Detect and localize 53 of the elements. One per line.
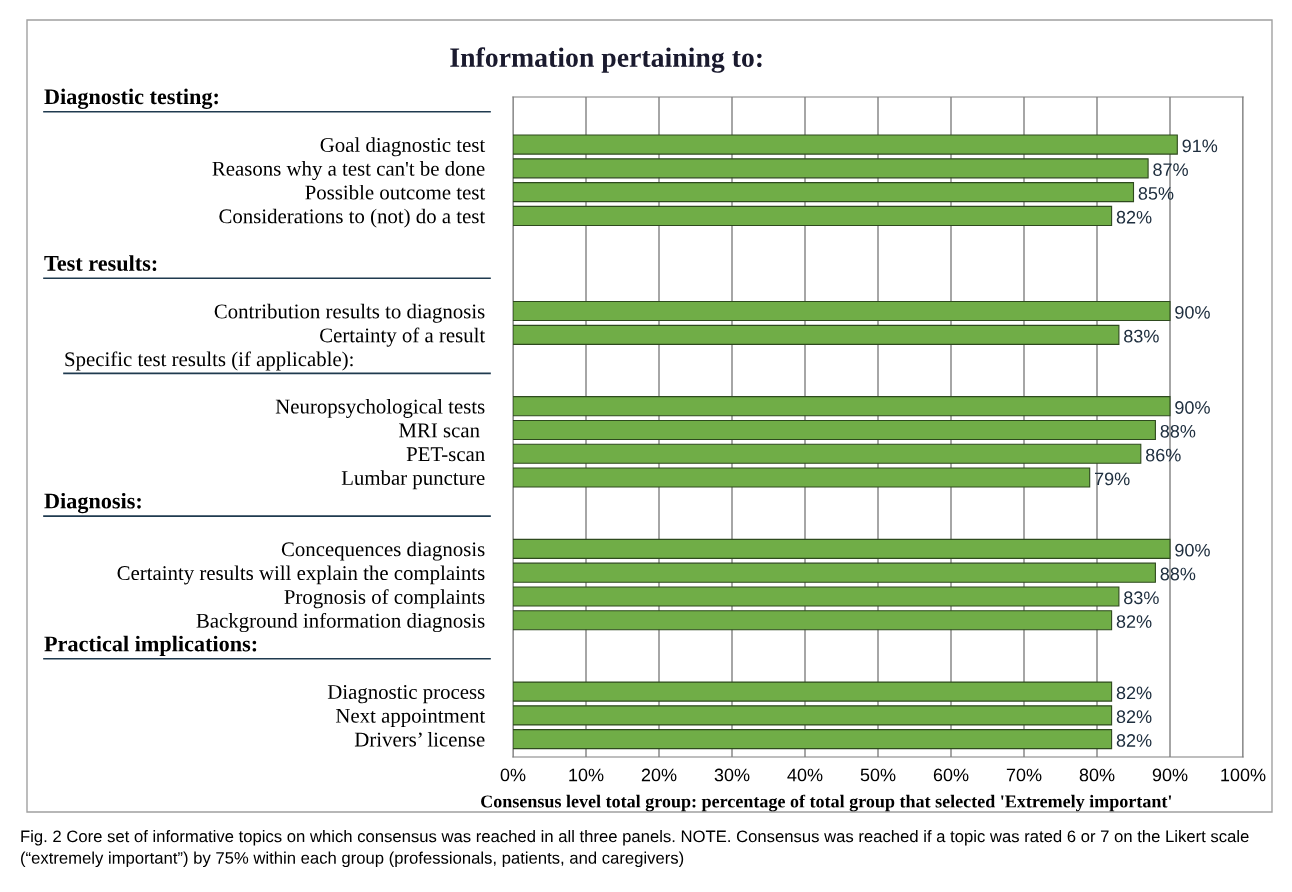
x-tick-label: 80%	[1079, 768, 1115, 782]
data-label: 88%	[1160, 424, 1196, 438]
chart-title: Information pertaining to:	[450, 47, 762, 73]
data-label: 90%	[1175, 305, 1210, 319]
y-tick-label: Lumbar puncture	[341, 470, 485, 490]
text: Specific test results (if applicable):	[65, 351, 353, 371]
data-label: 85%	[1138, 187, 1174, 200]
x-tick-label: 0%	[500, 768, 526, 782]
y-tick-label: Drivers’ license	[354, 731, 485, 747]
y-tick-label: Considerations to (not) do a test	[219, 208, 486, 228]
x-tick-label: 50%	[860, 768, 896, 782]
data-label: 83%	[1124, 329, 1159, 343]
x-tick-label: 70%	[1006, 768, 1042, 782]
y-tick-label: MRI scan	[399, 423, 480, 438]
y-tick-label: Concequences diagnosis	[281, 541, 485, 561]
data-label: 86%	[1145, 448, 1181, 462]
x-tick-label: 60%	[933, 768, 969, 782]
y-tick-label: Background information diagnosis	[196, 612, 485, 633]
data-label: 87%	[1153, 163, 1188, 177]
caption: Fig. 2 Core set of informative topics on which consensus was reached in all three panels. NOTE. Consensus was reached if a topic was rated 6 or 7 on the Likert scale (“extremely important”) by 75% within each group (professionals, patients, and caregivers)	[21, 830, 1249, 868]
x-axis-title: Consensus level total group: percentage of total group that selected 'Extremely important'	[481, 794, 1172, 812]
y-tick-label: Next appointment	[335, 708, 486, 728]
x-tick-label: 10%	[569, 768, 604, 782]
data-label: 82%	[1116, 686, 1152, 700]
y-tick-label: Prognosis of complaints	[284, 589, 485, 609]
text: Practical implications:	[44, 635, 257, 656]
y-tick-label: PET-scan	[406, 447, 485, 462]
x-tick-label: 40%	[787, 768, 823, 782]
data-label: 90%	[1175, 401, 1210, 414]
data-label: 83%	[1124, 591, 1159, 605]
y-tick-label: Certainty of a result	[320, 327, 486, 347]
data-label: 82%	[1116, 615, 1152, 628]
text: Diagnostic testing:	[44, 88, 218, 109]
x-tick-label: 100%	[1221, 768, 1266, 782]
data-label: 82%	[1116, 210, 1152, 224]
data-label: 82%	[1116, 734, 1152, 747]
data-label: 82%	[1116, 710, 1152, 724]
y-tick-label: Diagnostic process	[327, 685, 485, 704]
y-tick-label: Possible outcome test	[305, 184, 486, 200]
x-tick-label: 90%	[1152, 768, 1188, 782]
x-tick-label: 30%	[714, 768, 750, 782]
data-label: 88%	[1160, 567, 1196, 581]
data-label: 90%	[1175, 543, 1210, 557]
y-tick-label: Reasons why a test can't be done	[212, 161, 485, 181]
data-label: 91%	[1182, 139, 1218, 153]
data-label: 79%	[1095, 472, 1130, 486]
y-tick-label: Certainty results will explain the complaints	[117, 565, 485, 585]
text: Diagnosis:	[44, 492, 141, 514]
text: Test results:	[44, 255, 157, 271]
y-tick-label: Goal diagnostic test	[320, 137, 486, 157]
y-tick-label: Contribution results to diagnosis	[214, 303, 485, 323]
x-tick-label: 20%	[641, 768, 677, 782]
y-tick-label: Neuropsychological tests	[275, 398, 485, 418]
